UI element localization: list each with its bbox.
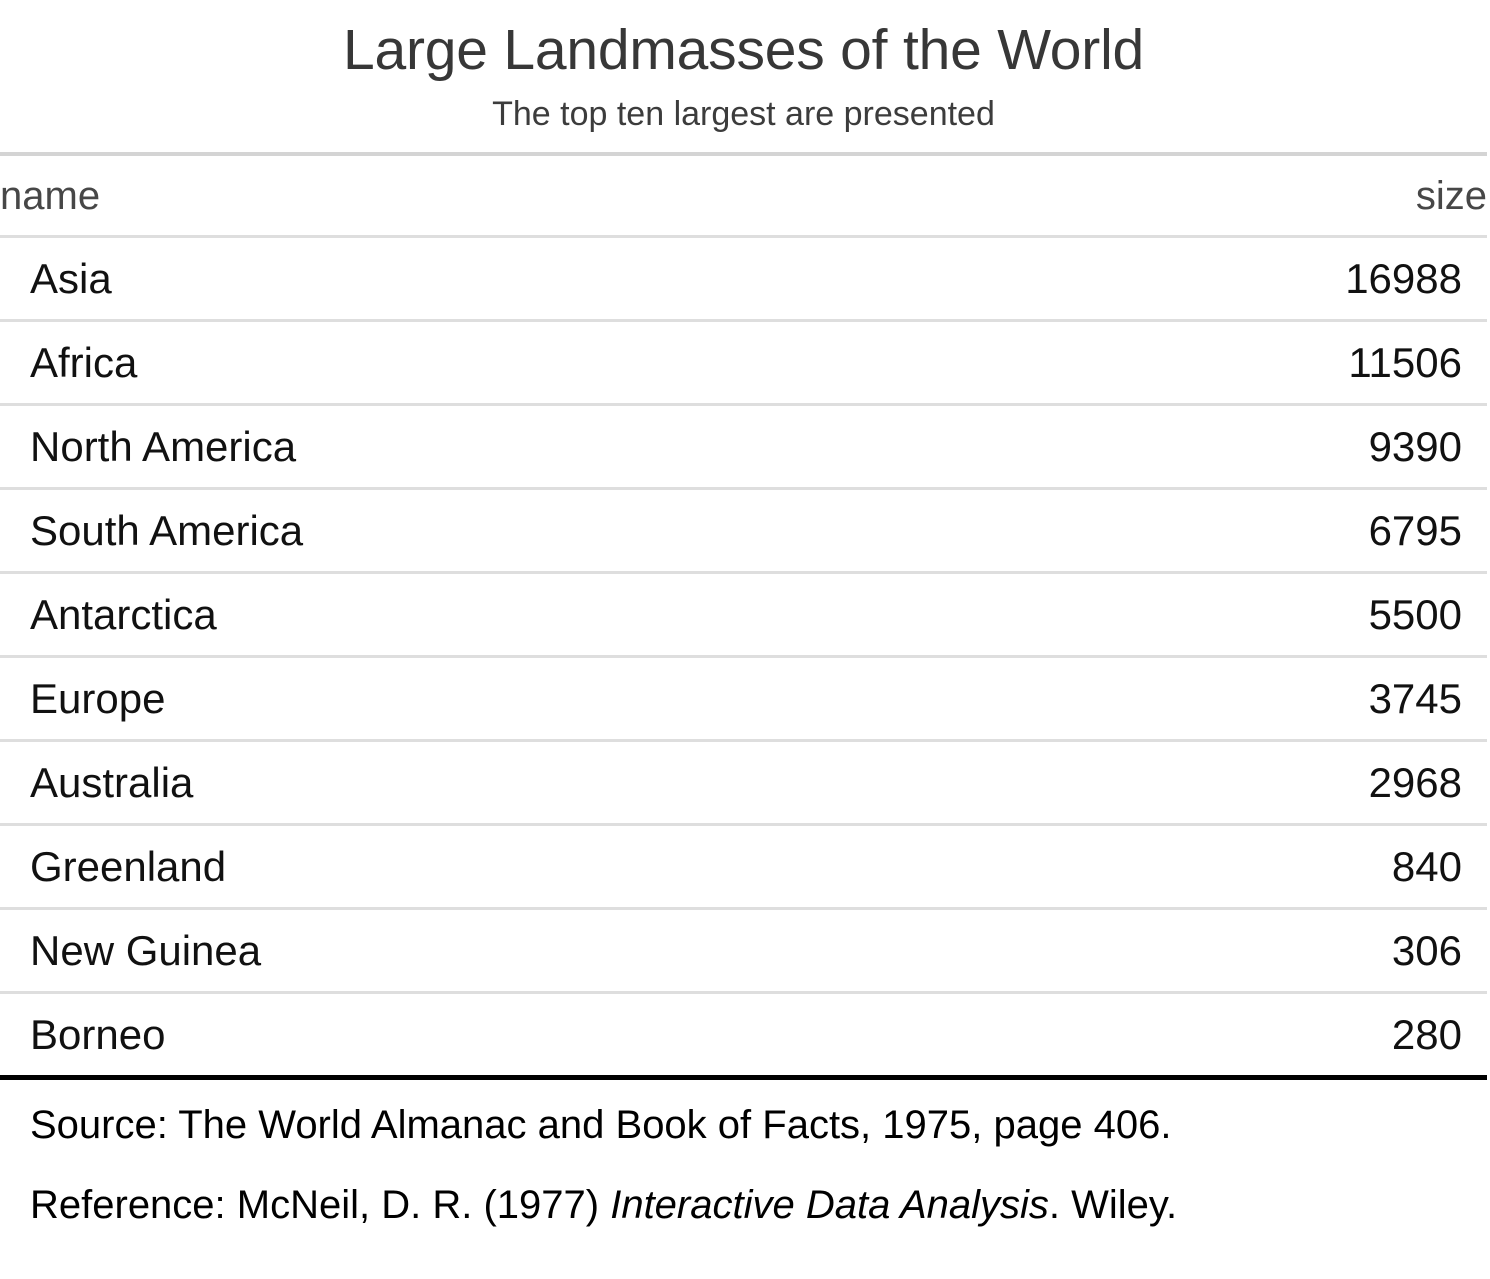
table-row: Africa 11506 xyxy=(0,320,1487,406)
reference-title: Interactive Data Analysis xyxy=(610,1183,1049,1227)
cell-name: Greenland xyxy=(0,824,893,910)
table-footer: Source: The World Almanac and Book of Fa… xyxy=(0,1075,1487,1246)
table-row: Europe 3745 xyxy=(0,656,1487,742)
cell-name: North America xyxy=(0,404,893,490)
source-note: Source: The World Almanac and Book of Fa… xyxy=(30,1103,1172,1147)
page-title: Large Landmasses of the World xyxy=(342,18,1145,82)
table-row: Greenland 840 xyxy=(0,824,1487,910)
cell-size: 2968 xyxy=(892,740,1487,826)
reference-prefix: Reference: McNeil, D. R. (1977) xyxy=(30,1183,611,1227)
cell-size: 9390 xyxy=(892,404,1487,490)
cell-size: 5500 xyxy=(892,572,1487,658)
cell-size: 6795 xyxy=(892,488,1487,574)
page-subtitle: The top ten largest are presented xyxy=(492,95,995,133)
table-row: Australia 2968 xyxy=(0,740,1487,826)
data-table-container: Large Landmasses of the World The top te… xyxy=(0,0,1487,1246)
table-row: Asia 16988 xyxy=(0,236,1487,322)
table-body: Asia 16988 Africa 11506 North America 93… xyxy=(0,236,1487,1078)
cell-name: South America xyxy=(0,488,893,574)
cell-name: Borneo xyxy=(30,1011,166,1058)
cell-name: Europe xyxy=(0,656,893,742)
cell-name: Australia xyxy=(0,740,893,826)
column-header-size[interactable]: size xyxy=(892,152,1487,238)
table-heading-block: Large Landmasses of the World The top te… xyxy=(0,0,1487,138)
cell-size: 11506 xyxy=(892,320,1487,406)
table-row: New Guinea 306 xyxy=(0,908,1487,994)
table-row: Antarctica 5500 xyxy=(0,572,1487,658)
cell-size: 280 xyxy=(1391,1011,1462,1058)
cell-name: New Guinea xyxy=(0,908,893,994)
table-header: name size xyxy=(0,152,1487,238)
source-note-cell: Source: The World Almanac and Book of Fa… xyxy=(0,1075,1487,1246)
column-header-name[interactable]: name xyxy=(0,152,893,238)
cell-name: Antarctica xyxy=(0,572,893,658)
table-row: South America 6795 xyxy=(0,488,1487,574)
cell-size: 306 xyxy=(892,908,1487,994)
cell-size: 840 xyxy=(892,824,1487,910)
cell-size: 16988 xyxy=(892,236,1487,322)
cell-name: Asia xyxy=(0,236,893,322)
reference-suffix: . Wiley. xyxy=(1048,1183,1178,1227)
table-header-row: name size xyxy=(0,152,1487,238)
landmasses-table: name size Asia 16988 Africa 11506 North … xyxy=(0,152,1487,1246)
table-row: Borneo 280 xyxy=(0,993,1487,1078)
reference-note: Reference: McNeil, D. R. (1977) Interact… xyxy=(0,1158,1487,1246)
cell-size: 3745 xyxy=(892,656,1487,742)
source-note-row: Source: The World Almanac and Book of Fa… xyxy=(0,1075,1487,1246)
table-row: North America 9390 xyxy=(0,404,1487,490)
cell-name: Africa xyxy=(0,320,893,406)
